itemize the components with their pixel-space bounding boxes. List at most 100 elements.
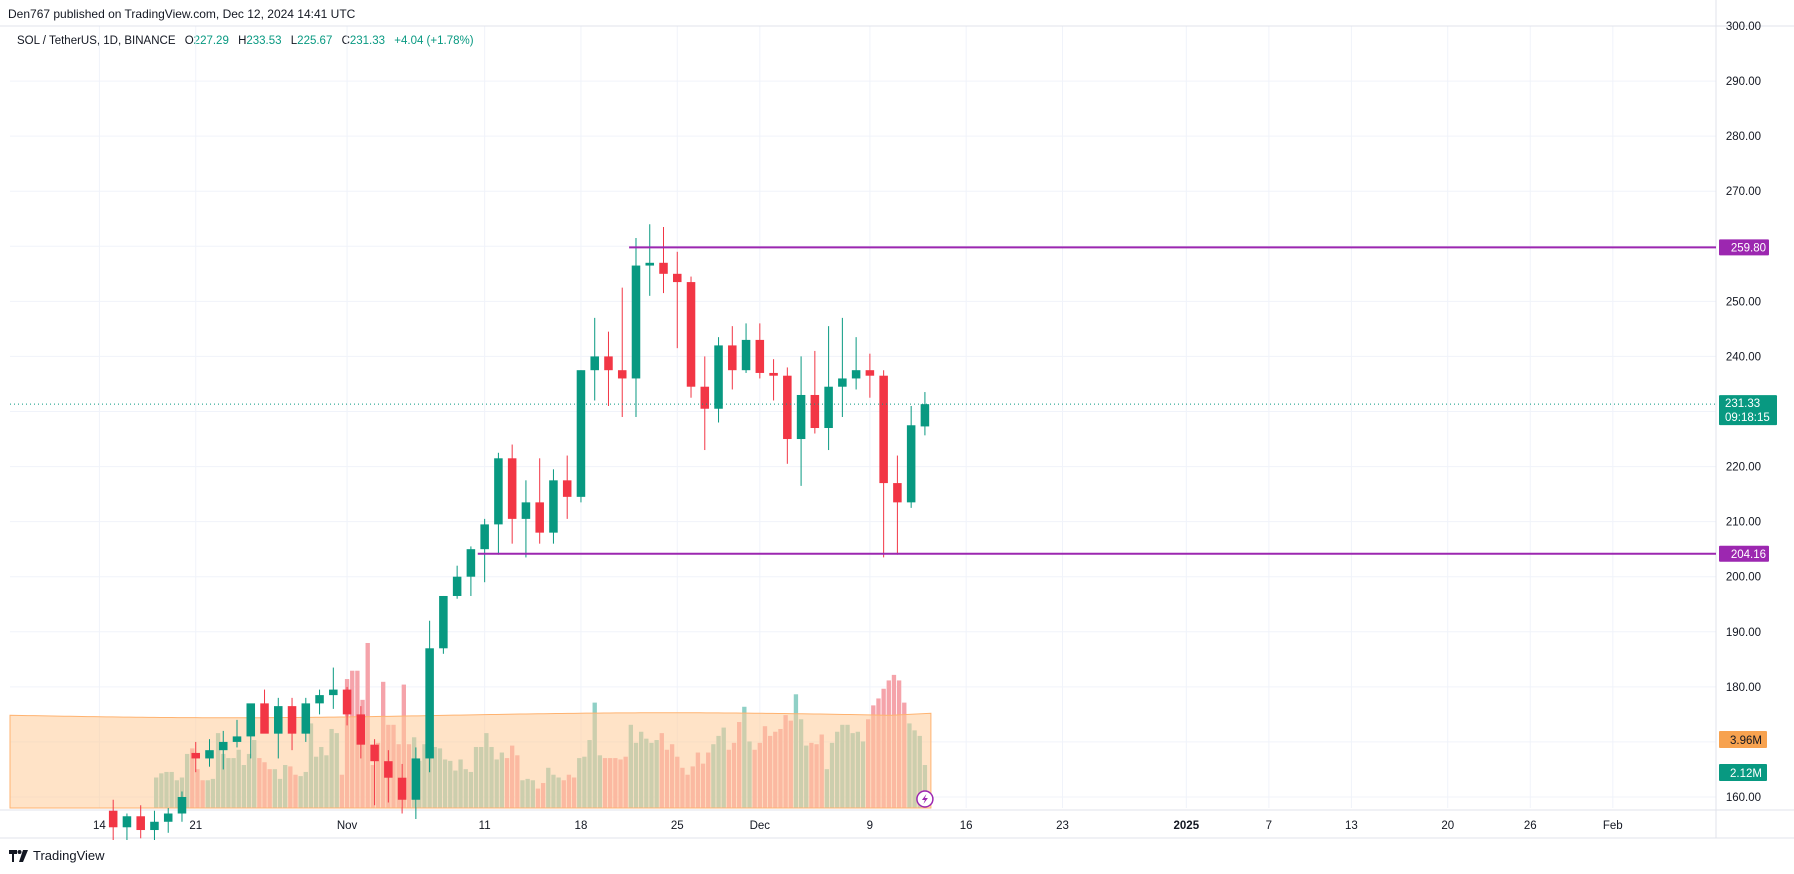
candle-body (287, 706, 297, 734)
time-axis[interactable]: 14 21 Nov 11 18 25 Dec 9 16 23 2025 7 13 20 26 Feb (93, 790, 1623, 832)
level-badge-label: 204.16 (1731, 549, 1766, 561)
volume-ma-area (9, 712, 932, 809)
level-badge (1719, 239, 1769, 256)
price-chart[interactable]: 160.00170.00180.00190.00200.00210.00220.… (0, 0, 1794, 840)
candle-body (865, 370, 875, 376)
time-tick-label: 18 (575, 820, 588, 832)
time-tick-label: Feb (1603, 820, 1623, 832)
candle-body (659, 262, 668, 274)
candle-body (301, 703, 311, 734)
candle-body (274, 706, 283, 734)
candle-body (205, 750, 214, 759)
candle-body (728, 345, 737, 371)
candle-body (494, 458, 503, 525)
candle-body (329, 689, 338, 696)
price-tick-label: 300.00 (1726, 21, 1761, 33)
price-tick-label: 240.00 (1726, 351, 1761, 363)
time-tick-label: 9 (867, 820, 873, 832)
time-tick-label: 16 (960, 820, 973, 832)
symbol-legend: SOL / TetherUS, 1D, BINANCE O227.29 H233… (17, 35, 474, 47)
time-tick-label: 2025 (1174, 820, 1200, 832)
candle-body (397, 777, 407, 800)
candle-body (590, 356, 599, 371)
last-price-label: 231.33 (1725, 398, 1760, 410)
price-tick-label: 210.00 (1726, 517, 1761, 529)
open-value: 227.29 (193, 35, 229, 47)
candle-body (232, 736, 242, 742)
candle-body (893, 483, 902, 503)
candle-body (783, 375, 792, 440)
last-price-badge (1719, 395, 1777, 426)
countdown-label: 09:18:15 (1725, 412, 1770, 424)
price-tick-label: 160.00 (1726, 792, 1761, 804)
volume-ma-badge (1719, 731, 1767, 748)
candle-body (879, 375, 888, 484)
candle-body (246, 703, 256, 737)
candle-body (673, 273, 682, 283)
lightning-glyph (921, 794, 928, 804)
candle-body (356, 714, 366, 745)
time-tick-label: 23 (1056, 820, 1069, 832)
candle-body (755, 339, 765, 373)
candle-body (425, 648, 434, 759)
candle-body (576, 370, 586, 497)
time-tick-label: 20 (1441, 820, 1454, 832)
close-value: 231.33 (349, 35, 386, 47)
candle-body (838, 378, 847, 387)
axis-badges: 259.80 204.16 231.33 09:18:15 3.96M 2.12M (1719, 239, 1777, 781)
time-tick-label: Dec (750, 820, 771, 832)
price-tick-label: 290.00 (1726, 76, 1761, 88)
candle-body (136, 816, 145, 831)
candle-body (452, 576, 462, 596)
candle-body (604, 356, 613, 371)
price-tick-label: 180.00 (1726, 682, 1761, 694)
candle-body (439, 595, 448, 649)
candle-body (218, 741, 228, 751)
candle-body (631, 265, 641, 379)
price-tick-label: 190.00 (1726, 627, 1761, 639)
candle-body (700, 386, 710, 409)
level-badge (1719, 545, 1769, 562)
symbol-name[interactable]: SOL / TetherUS, 1D, BINANCE (17, 35, 176, 47)
footer-brand: TradingView (33, 848, 105, 863)
time-tick-label: 11 (479, 820, 491, 832)
candle-body (796, 394, 806, 440)
candle-body (920, 404, 930, 427)
close-label: C (341, 35, 350, 47)
candle-body (617, 370, 627, 379)
price-tick-label: 220.00 (1726, 462, 1761, 474)
volume-ma-area (9, 712, 932, 809)
candle-body (549, 480, 558, 533)
time-tick-label: Nov (337, 820, 358, 832)
time-tick-label: 21 (189, 820, 202, 832)
candle-body (122, 816, 132, 828)
candle-body (177, 796, 187, 814)
time-tick-label: 7 (1266, 820, 1272, 832)
candle-body (906, 425, 916, 503)
candle-body (411, 758, 421, 800)
price-tick-label: 270.00 (1726, 186, 1761, 198)
high-label: H (238, 35, 247, 47)
candle-body (370, 744, 379, 762)
change-value: +4.04 (+1.78%) (394, 35, 474, 47)
candle-body (191, 752, 200, 759)
volume-ma-badge-label: 3.96M (1730, 735, 1762, 747)
candle-body (507, 458, 517, 519)
candle-body (769, 372, 778, 376)
time-tick-label: 25 (671, 820, 684, 832)
candles (108, 224, 930, 840)
candle-body (686, 282, 696, 387)
high-value: 233.53 (246, 35, 282, 47)
candle-body (466, 549, 476, 577)
tradingview-footer: TradingView (9, 848, 105, 863)
open-label: O (184, 35, 194, 47)
candle-body (741, 339, 751, 371)
low-value: 225.67 (297, 35, 333, 47)
candle-body (342, 689, 352, 715)
volume-badge-label: 2.12M (1730, 768, 1762, 780)
price-tick-label: 200.00 (1726, 572, 1761, 584)
price-tick-label: 250.00 (1726, 296, 1761, 308)
candle-body (851, 370, 861, 379)
candle-body (384, 761, 393, 778)
horizontal-levels[interactable] (10, 246, 1716, 555)
